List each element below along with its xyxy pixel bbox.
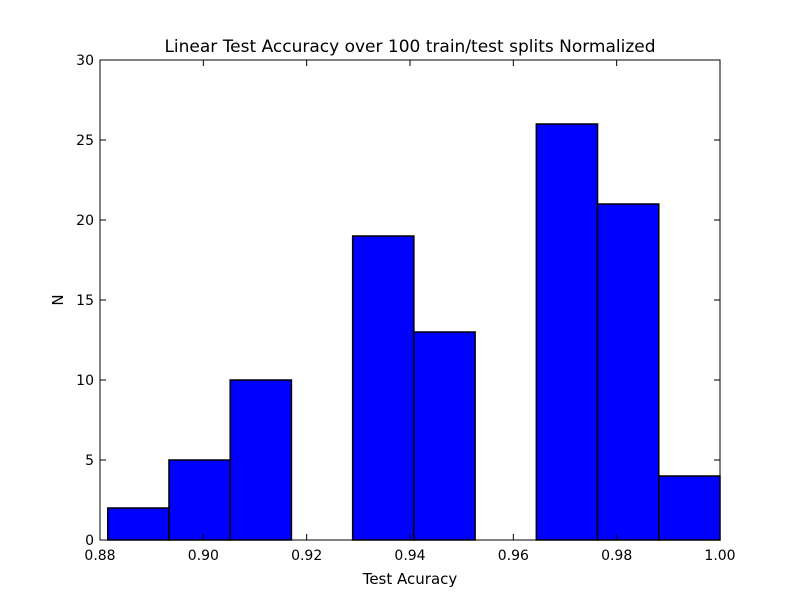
- y-tick-label: 15: [76, 293, 94, 309]
- histogram-bar: [351, 235, 415, 541]
- y-axis-title: N: [49, 294, 67, 305]
- histogram-bar: [413, 331, 476, 541]
- y-tick-label: 5: [85, 453, 94, 469]
- histogram-bar: [229, 379, 293, 541]
- histogram-bar: [107, 507, 170, 541]
- axis-ticks: 0.88 0.90 0.92 0.94 0.96 0.98 1.00 0 5 10 15 20 25 30: [76, 53, 735, 564]
- x-tick-label: 0.92: [291, 548, 322, 564]
- plot-frame: [99, 59, 721, 541]
- x-tick-label: 0.94: [394, 548, 425, 564]
- y-tick-label: 25: [76, 133, 94, 149]
- y-tick-label: 20: [76, 213, 94, 229]
- histogram-bars: [107, 123, 721, 541]
- chart-title: Linear Test Accuracy over 100 train/test…: [164, 37, 655, 57]
- x-tick-label: 0.96: [498, 548, 529, 564]
- y-tick-label: 10: [76, 373, 94, 389]
- histogram-bar: [168, 459, 231, 541]
- histogram-bar: [535, 123, 599, 541]
- histogram-bar: [658, 475, 721, 541]
- x-tick-label: 0.90: [188, 548, 219, 564]
- histogram-bar: [596, 203, 660, 541]
- x-axis-title: Test Acuracy: [362, 570, 458, 588]
- y-tick-label: 30: [76, 53, 94, 69]
- x-tick-label: 0.98: [601, 548, 632, 564]
- x-tick-label: 1.00: [704, 548, 735, 564]
- x-tick-label: 0.88: [84, 548, 115, 564]
- y-tick-label: 0: [85, 533, 94, 549]
